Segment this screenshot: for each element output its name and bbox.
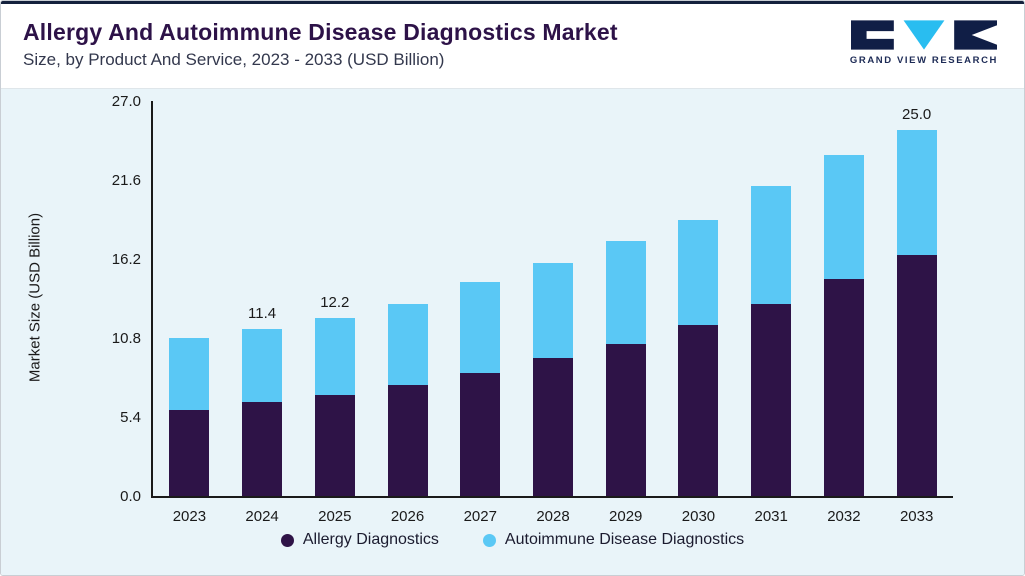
data-label-2033: 25.0 [902, 106, 932, 124]
bar-2027 [460, 282, 501, 496]
x-tick-label-2026: 2026 [390, 508, 425, 525]
logo-mark-icon [850, 20, 997, 50]
page-subtitle: Size, by Product And Service, 2023 - 203… [23, 50, 445, 69]
bar-2029-segment-autoimmune-disease-diagnostics [605, 241, 646, 344]
page-title: Allergy And Autoimmune Disease Diagnosti… [23, 19, 618, 45]
bar-2033-segment-allergy-diagnostics [896, 254, 937, 496]
y-tick-label: 0.0 [120, 488, 141, 505]
legend-dot-icon [482, 533, 496, 547]
bar-2028 [533, 263, 573, 496]
header: Allergy And Autoimmune Disease Diagnosti… [1, 4, 1024, 89]
data-label-2024: 11.4 [248, 305, 277, 323]
legend-label: Allergy Diagnostics [302, 531, 439, 548]
bar-2031-segment-allergy-diagnostics [751, 304, 792, 496]
bar-2024 [242, 329, 283, 496]
y-tick-label: 5.4 [120, 409, 141, 426]
bar-2030-segment-allergy-diagnostics [678, 324, 719, 496]
bar-2031-segment-autoimmune-disease-diagnostics [751, 185, 792, 305]
bar-2026-segment-autoimmune-disease-diagnostics [387, 304, 428, 385]
legend-label: Autoimmune Disease Diagnostics [504, 531, 745, 548]
x-tick-label-2023: 2023 [172, 508, 207, 525]
chart-area: Market Size (USD Billion) 0.0 5.4 10.8 16.2… [1, 89, 1024, 575]
bar-2031 [751, 185, 792, 496]
bar-2032-segment-allergy-diagnostics [823, 279, 864, 496]
x-tick-label-2033: 2033 [899, 508, 934, 525]
bar-2029 [605, 241, 646, 496]
legend-dot-icon [280, 533, 294, 547]
logo-text: GRAND VIEW RESEARCH [849, 55, 998, 66]
x-tick-label-2032: 2032 [827, 508, 861, 525]
data-label-2025: 12.2 [320, 293, 350, 311]
bar-2030-segment-autoimmune-disease-diagnostics [678, 219, 719, 325]
bar-2026 [387, 304, 428, 496]
bar-2025-segment-allergy-diagnostics [314, 395, 355, 496]
title-block: Allergy And Autoimmune Disease Diagnosti… [1, 4, 618, 70]
legend: Allergy Diagnostics Autoimmune Disease Di… [1, 531, 1024, 549]
bar-2023-segment-allergy-diagnostics [169, 409, 210, 496]
bar-2026-segment-allergy-diagnostics [387, 384, 428, 496]
x-tick-label-2027: 2027 [463, 508, 497, 525]
x-tick-label-2030: 2030 [681, 508, 716, 525]
x-tick-label-2028: 2028 [536, 508, 570, 525]
grand-view-research-logo: GRAND VIEW RESEARCH [850, 4, 1024, 66]
legend-item-autoimmune-disease-diagnostics: Autoimmune Disease Diagnostics [482, 531, 745, 549]
bar-2033-segment-autoimmune-disease-diagnostics [896, 130, 937, 255]
y-tick-label: 16.2 [111, 251, 141, 268]
bar-2032 [823, 155, 864, 496]
x-tick-label-2029: 2029 [609, 508, 643, 525]
plot-area: 0.0 5.4 10.8 16.2 21.6 27.0 2023 11.4 2024 12.2 20… [112, 93, 953, 525]
bar-2027-segment-autoimmune-disease-diagnostics [460, 282, 501, 374]
bar-2033 [896, 130, 937, 496]
bar-2027-segment-allergy-diagnostics [460, 373, 501, 496]
legend-item-allergy-diagnostics: Allergy Diagnostics [280, 531, 439, 549]
bar-2024-segment-autoimmune-disease-diagnostics [242, 329, 283, 403]
y-tick-label: 21.6 [111, 172, 141, 189]
x-tick-label-2024: 2024 [245, 508, 279, 525]
bar-2028-segment-allergy-diagnostics [533, 358, 573, 496]
bar-2032-segment-autoimmune-disease-diagnostics [823, 155, 864, 280]
bar-2030 [678, 219, 719, 496]
x-tick-label-2025: 2025 [318, 508, 352, 525]
bar-2023-segment-autoimmune-disease-diagnostics [169, 338, 210, 410]
y-axis-title: Market Size (USD Billion) [26, 212, 44, 383]
y-tick-label: 27.0 [111, 93, 141, 110]
bar-2028-segment-autoimmune-disease-diagnostics [533, 263, 573, 359]
y-tick-label: 10.8 [111, 330, 141, 347]
bar-2023 [169, 338, 210, 496]
x-tick-label-2031: 2031 [754, 508, 788, 525]
top-accent-bar [1, 1, 1024, 4]
bar-2025 [314, 317, 355, 496]
bar-2025-segment-autoimmune-disease-diagnostics [314, 317, 355, 396]
bar-2024-segment-allergy-diagnostics [242, 402, 283, 496]
bar-2029-segment-allergy-diagnostics [605, 343, 646, 496]
